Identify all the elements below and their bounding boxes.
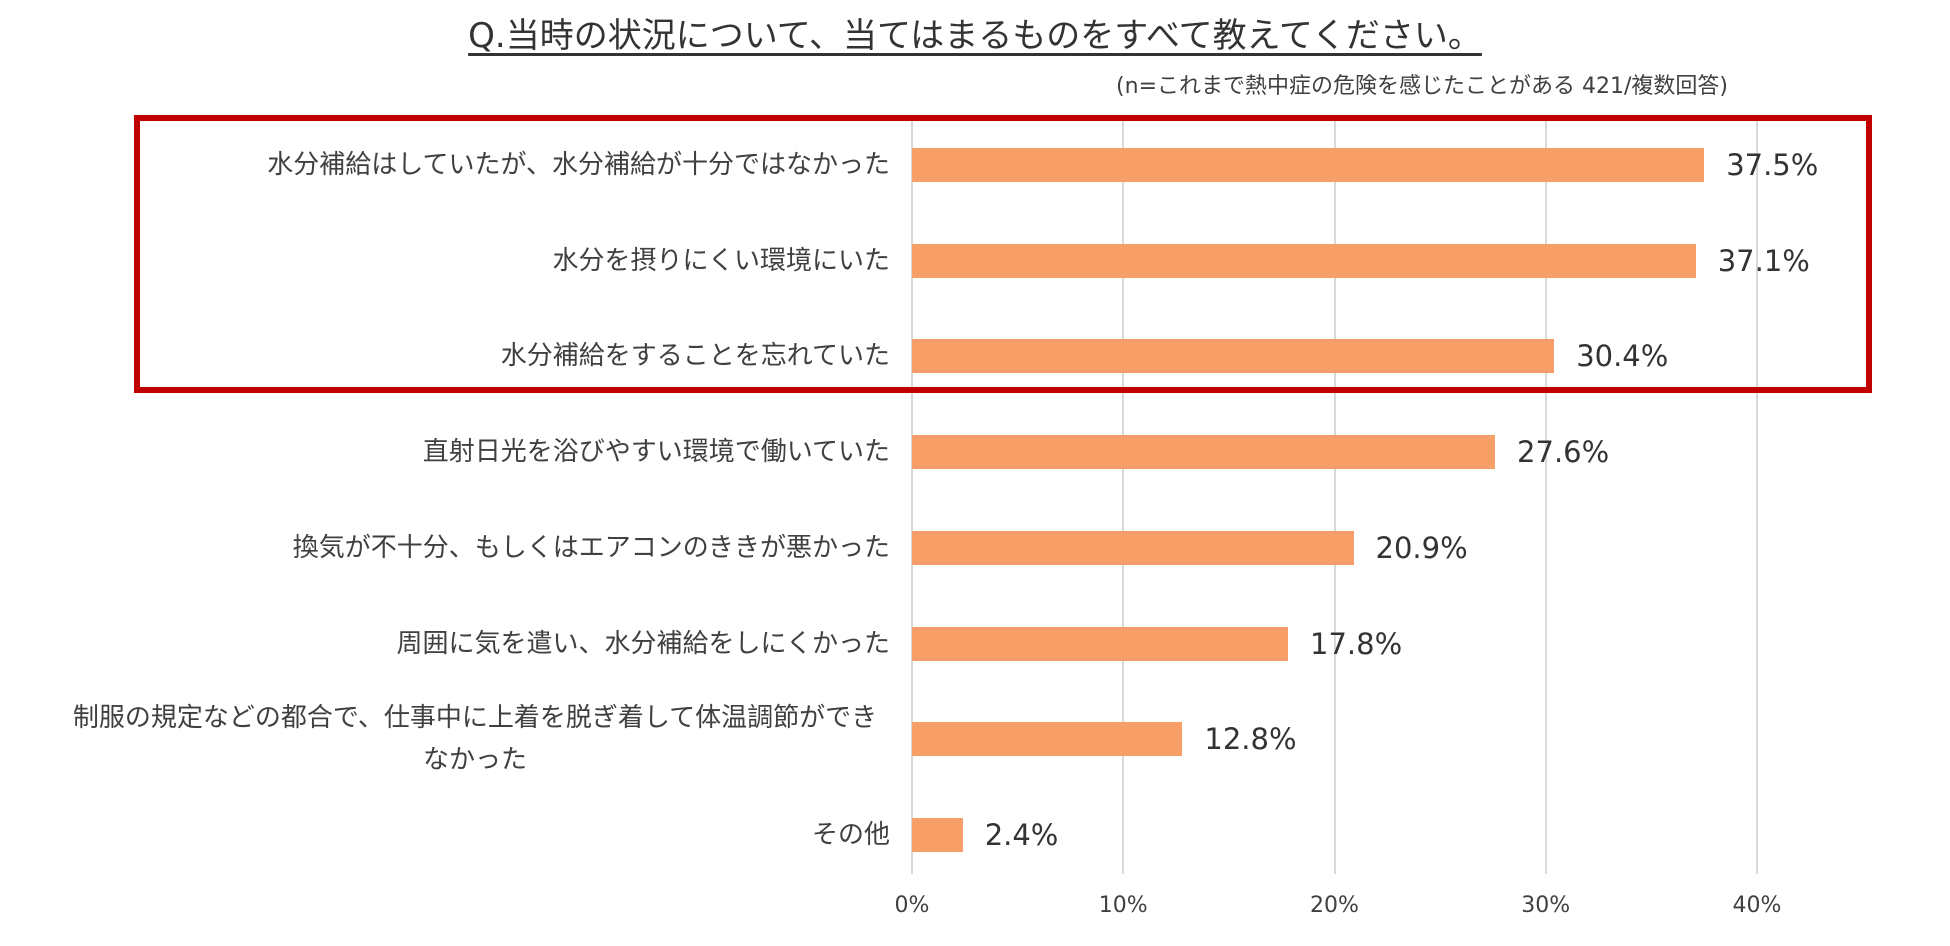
x-tick-label: 30% (1521, 893, 1571, 918)
bar (912, 243, 1696, 278)
category-label: 直射日光を浴びやすい環境で働いていた (422, 437, 890, 468)
category-label: 制服の規定などの都合で、仕事中に上着を脱ぎ着して体温調節ができなかった (72, 703, 878, 776)
bar (912, 722, 1183, 757)
chart-title: Q.当時の状況について、当てはまるものをすべて教えてください。 (468, 16, 1482, 56)
x-tick-label: 20% (1310, 893, 1359, 918)
category-label: 周囲に気を遣い、水分補給をしにくかった (396, 628, 890, 659)
bar (912, 626, 1289, 661)
category-label: その他 (811, 819, 890, 850)
bar (912, 339, 1555, 374)
x-tick-label: 10% (1098, 893, 1148, 918)
category-label: 換気が不十分、もしくはエアコンのききが悪かった (292, 532, 890, 563)
data-label: 30.4% (1576, 339, 1669, 374)
gridline (1756, 117, 1758, 874)
gridline (911, 117, 913, 874)
gridline (1122, 117, 1125, 874)
x-tick-label: 40% (1732, 893, 1782, 918)
category-label: 水分補給をすることを忘れていた (500, 341, 890, 372)
x-tick-label: 0% (894, 893, 930, 918)
data-label: 20.9% (1375, 530, 1468, 565)
data-label: 2.4% (984, 817, 1059, 852)
chart-subtitle: (n=これまで熱中症の危険を感じたことがある 421/複数回答) (1116, 74, 1728, 99)
data-label: 27.6% (1517, 435, 1610, 470)
gridline (1544, 117, 1547, 874)
data-label: 17.8% (1310, 626, 1403, 661)
highlight-box (134, 115, 1872, 393)
data-label: 12.8% (1204, 722, 1297, 757)
bar (912, 817, 963, 852)
gridline (1333, 117, 1336, 874)
bar (912, 435, 1496, 470)
data-label: 37.5% (1726, 148, 1819, 182)
bar (912, 530, 1354, 565)
category-label: 水分補給はしていたが、水分補給が十分ではなかった (267, 150, 890, 180)
data-label: 37.1% (1717, 243, 1810, 278)
category-label: 水分を摂りにくい環境にいた (552, 245, 890, 276)
bar (912, 148, 1705, 182)
